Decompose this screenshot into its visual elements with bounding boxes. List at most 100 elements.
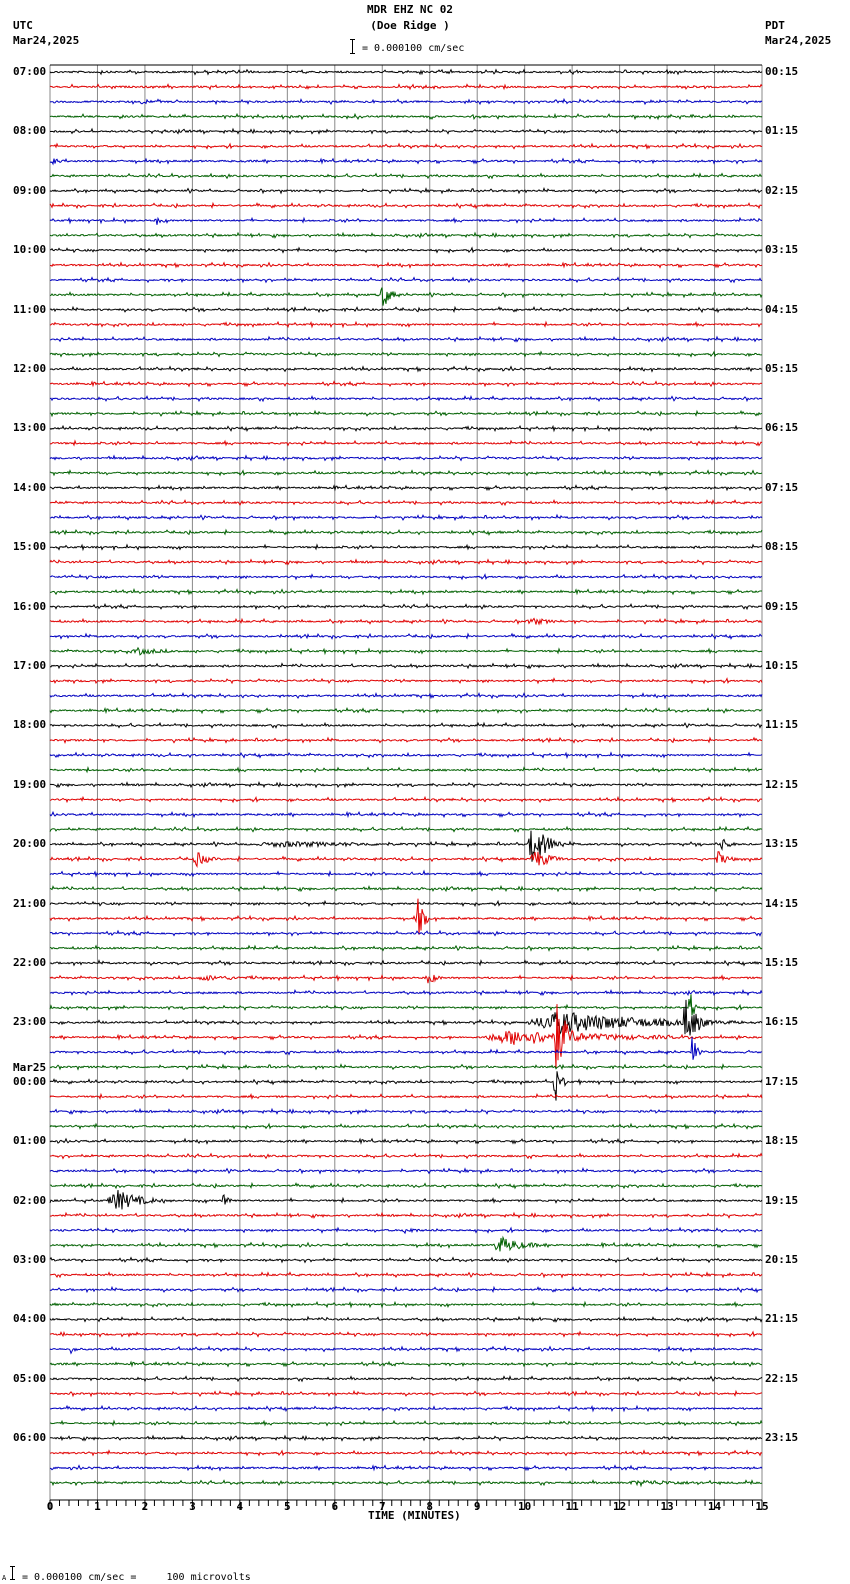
x-tick-label: 12: [612, 1500, 627, 1513]
x-axis-title: TIME (MINUTES): [368, 1509, 461, 1522]
pdt-time-label: 09:15: [765, 599, 799, 613]
trace-row: [49, 1092, 763, 1101]
trace-row: [49, 1434, 763, 1442]
utc-time-label: 20:00: [13, 837, 47, 851]
trace-row: [49, 617, 763, 626]
trace-row: [49, 691, 763, 700]
trace-row: [49, 587, 762, 596]
trace-row: [49, 1211, 763, 1219]
trace-row: [49, 1389, 763, 1398]
trace-row: [49, 142, 763, 150]
trace-row: [49, 1449, 763, 1457]
trace-row: [49, 1036, 763, 1060]
x-tick-label: 13: [660, 1500, 674, 1513]
trace-row: [49, 1375, 763, 1383]
trace-row: [49, 781, 763, 789]
trace-row: [49, 394, 763, 403]
pdt-time-label: 07:15: [765, 480, 799, 494]
x-tick-label: 0: [46, 1500, 54, 1513]
trace-row: [49, 1315, 763, 1323]
x-tick-label: 3: [189, 1500, 196, 1513]
trace-row: [49, 884, 763, 893]
x-tick-label: 9: [473, 1500, 481, 1513]
trace-row: [49, 721, 763, 729]
pdt-time-label: 14:15: [765, 896, 799, 910]
utc-time-label: 13:00: [13, 421, 47, 435]
trace-row: [49, 513, 763, 522]
trace-row: [49, 216, 763, 225]
pdt-time-label: 20:15: [765, 1253, 799, 1266]
pdt-time-label: 04:15: [765, 302, 799, 316]
utc-time-label: 07:00: [13, 65, 47, 78]
footer-scale-prefix: A: [2, 1574, 7, 1582]
trace-row: [49, 999, 763, 1036]
utc-time-label: 08:00: [13, 124, 47, 138]
trace-row: [49, 851, 763, 869]
trace-row: [49, 380, 763, 388]
trace-row: [49, 157, 763, 166]
trace-row: [49, 1464, 763, 1472]
right-date: Mar24,2025: [765, 34, 832, 47]
x-tick-label: 14: [707, 1500, 722, 1513]
pdt-time-label: 05:15: [765, 362, 799, 375]
trace-row: [49, 1071, 763, 1101]
trace-row: [49, 543, 762, 552]
trace-row: [49, 736, 763, 745]
trace-row: [49, 825, 763, 833]
utc-time-label: 02:00: [13, 1193, 47, 1207]
trace-row: [49, 1189, 763, 1210]
trace-row: [49, 929, 763, 937]
utc-time-label: 06:00: [13, 1431, 47, 1445]
station-title: MDR EHZ NC 02: [366, 3, 454, 16]
pdt-time-label: 00:15: [765, 65, 799, 78]
trace-row: [49, 484, 763, 492]
trace-row: [49, 172, 763, 180]
footer-scale-text: = 0.000100 cm/sec = 100 microvolts: [22, 1572, 251, 1583]
utc-time-label: 23:00: [13, 1015, 47, 1029]
trace-row: [49, 765, 763, 774]
trace-row: [49, 1152, 763, 1160]
x-tick-label: 11: [565, 1500, 579, 1513]
date-change-label: Mar25: [13, 1060, 47, 1074]
x-tick-label: 1: [94, 1500, 101, 1513]
utc-time-label: 12:00: [13, 362, 47, 375]
trace-row: [50, 1235, 763, 1252]
trace-row: [49, 83, 763, 91]
trace-row: [49, 1107, 763, 1116]
trace-row: [49, 439, 763, 447]
trace-row: [49, 112, 763, 121]
trace-row: [49, 1419, 763, 1427]
pdt-time-label: 16:15: [765, 1015, 799, 1029]
trace-row: [49, 830, 763, 862]
utc-time-label: 01:00: [13, 1134, 47, 1148]
x-tick-label: 10: [518, 1500, 532, 1513]
pdt-time-label: 12:15: [765, 777, 799, 791]
trace-row: [49, 944, 763, 952]
utc-time-label: 16:00: [13, 599, 47, 613]
trace-row: [49, 68, 763, 76]
pdt-time-label: 11:15: [765, 718, 799, 732]
trace-row: [49, 498, 763, 507]
trace-row: [49, 1330, 763, 1338]
trace-row: [49, 751, 763, 760]
trace-row: [49, 973, 763, 984]
trace-row: [49, 97, 763, 106]
trace-row: [49, 287, 763, 306]
x-tick-label: 7: [378, 1500, 386, 1513]
trace-row: [49, 1226, 763, 1235]
pdt-time-label: 19:15: [765, 1193, 799, 1207]
utc-time-label: 15:00: [13, 540, 47, 554]
trace-row: [49, 1360, 763, 1368]
trace-row: [49, 276, 763, 284]
pdt-time-label: 21:15: [765, 1312, 799, 1326]
trace-row: [49, 201, 763, 210]
trace-row: [49, 677, 763, 685]
trace-row: [49, 898, 763, 935]
utc-time-label: 19:00: [13, 777, 47, 791]
trace-row: [49, 305, 763, 314]
trace-row: [49, 469, 763, 477]
trace-row: [49, 602, 763, 611]
trace-row: [49, 994, 763, 1016]
scale-text: = 0.000100 cm/sec: [362, 43, 465, 54]
